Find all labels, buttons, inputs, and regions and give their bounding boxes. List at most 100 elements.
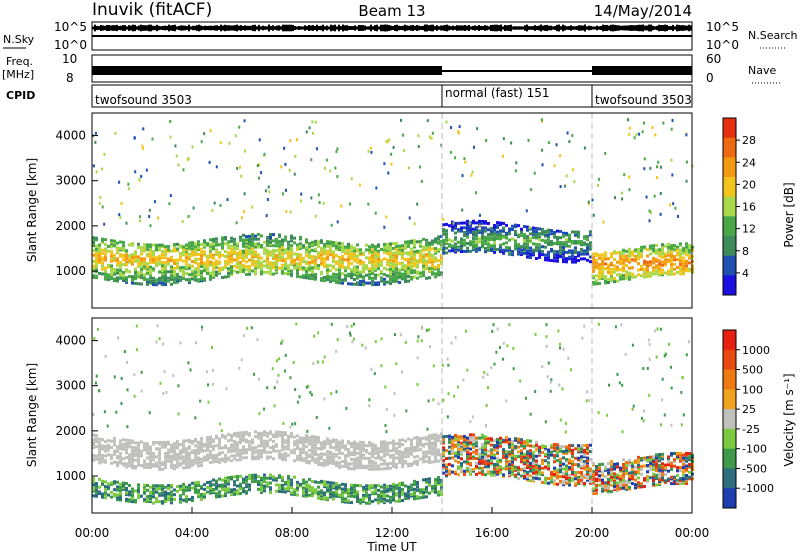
heatmap-cell xyxy=(469,438,472,442)
heatmap-cell xyxy=(544,253,547,257)
heatmap-cell xyxy=(434,265,437,269)
heatmap-cell xyxy=(401,277,404,281)
heatmap-cell xyxy=(359,260,362,264)
heatmap-cell xyxy=(275,433,278,437)
heatmap-cell xyxy=(508,249,511,253)
heatmap-cell xyxy=(311,248,314,252)
heatmap-cell xyxy=(341,245,344,249)
heatmap-cell xyxy=(616,267,619,271)
nave-tick-top: 60 xyxy=(706,52,721,66)
heatmap-cell xyxy=(209,488,212,492)
heatmap-cell xyxy=(365,267,368,271)
heatmap-cell xyxy=(547,230,550,234)
heatmap-cell xyxy=(476,127,479,131)
heatmap-cell xyxy=(445,468,448,472)
heatmap-cell xyxy=(410,452,413,456)
heatmap-cell xyxy=(362,261,365,265)
heatmap-cell xyxy=(221,483,224,487)
heatmap-cell xyxy=(514,229,517,233)
heatmap-cell xyxy=(254,479,257,483)
heatmap-cell xyxy=(577,232,580,236)
heatmap-cell xyxy=(547,242,550,246)
heatmap-cell xyxy=(185,458,188,462)
heatmap-cell xyxy=(170,459,173,463)
heatmap-cell xyxy=(230,250,233,254)
heatmap-cell xyxy=(149,246,152,250)
heatmap-cell xyxy=(140,449,143,453)
heatmap-cell xyxy=(269,450,272,454)
heatmap-cell xyxy=(371,262,374,266)
heatmap-cell xyxy=(218,252,221,256)
heatmap-cell xyxy=(330,223,333,227)
heatmap-cell xyxy=(95,274,98,278)
heatmap-cell xyxy=(338,443,341,447)
heatmap-cell xyxy=(323,492,326,496)
heatmap-cell xyxy=(143,260,146,264)
heatmap-cell xyxy=(281,453,284,457)
heatmap-cell xyxy=(173,453,176,457)
heatmap-cell xyxy=(517,246,520,250)
heatmap-cell xyxy=(383,494,386,498)
heatmap-cell xyxy=(194,272,197,276)
heatmap-cell xyxy=(161,484,164,488)
heatmap-cell xyxy=(377,484,380,488)
heatmap-cell xyxy=(209,263,212,267)
heatmap-cell xyxy=(317,256,320,260)
heatmap-cell xyxy=(562,260,565,264)
heatmap-cell xyxy=(335,485,338,489)
heatmap-cell xyxy=(445,229,448,233)
heatmap-cell xyxy=(257,242,260,246)
heatmap-cell xyxy=(251,241,254,245)
heatmap-cell xyxy=(407,274,410,278)
heatmap-cell xyxy=(305,273,308,277)
heatmap-cell xyxy=(314,438,317,442)
heatmap-cell xyxy=(416,202,419,206)
heatmap-cell xyxy=(272,446,275,450)
heatmap-cell xyxy=(472,145,475,149)
heatmap-cell xyxy=(242,265,245,269)
heatmap-cell xyxy=(401,499,404,503)
nsky-sample xyxy=(632,25,634,31)
heatmap-cell xyxy=(230,434,233,438)
heatmap-cell xyxy=(284,447,287,451)
heatmap-cell xyxy=(365,281,368,285)
heatmap-cell xyxy=(137,447,140,451)
heatmap-cell xyxy=(212,457,215,461)
heatmap-cell xyxy=(401,463,404,467)
heatmap-cell xyxy=(134,441,137,445)
heatmap-cell xyxy=(344,245,347,249)
heatmap-cell xyxy=(484,237,487,241)
heatmap-cell xyxy=(508,227,511,231)
heatmap-cell xyxy=(547,257,550,261)
heatmap-cell xyxy=(466,249,469,253)
heatmap-cell xyxy=(302,491,305,495)
heatmap-cell xyxy=(389,258,392,262)
heatmap-cell xyxy=(107,445,110,449)
heatmap-cell xyxy=(475,232,478,236)
heatmap-cell xyxy=(377,495,380,499)
heatmap-cell xyxy=(305,451,308,455)
nsky-sample xyxy=(108,24,110,32)
heatmap-cell xyxy=(296,488,299,492)
heatmap-cell xyxy=(395,499,398,503)
heatmap-cell xyxy=(359,259,362,263)
heatmap-cell xyxy=(649,260,652,264)
heatmap-cell xyxy=(134,277,137,281)
nsky-sample xyxy=(526,24,528,32)
heatmap-cell xyxy=(141,144,144,148)
heatmap-cell xyxy=(242,244,245,248)
heatmap-cell xyxy=(182,489,185,493)
heatmap-cell xyxy=(595,279,598,283)
heatmap-cell xyxy=(314,435,317,439)
heatmap-cell xyxy=(310,158,313,162)
heatmap-cell xyxy=(239,268,242,272)
nsky-sample xyxy=(228,25,230,31)
heatmap-cell xyxy=(350,244,353,248)
heatmap-cell xyxy=(215,270,218,274)
heatmap-cell xyxy=(119,445,122,449)
heatmap-cell xyxy=(365,243,368,247)
heatmap-cell xyxy=(362,267,365,271)
heatmap-cell xyxy=(356,496,359,500)
heatmap-cell xyxy=(266,442,269,446)
heatmap-cell xyxy=(329,489,332,493)
